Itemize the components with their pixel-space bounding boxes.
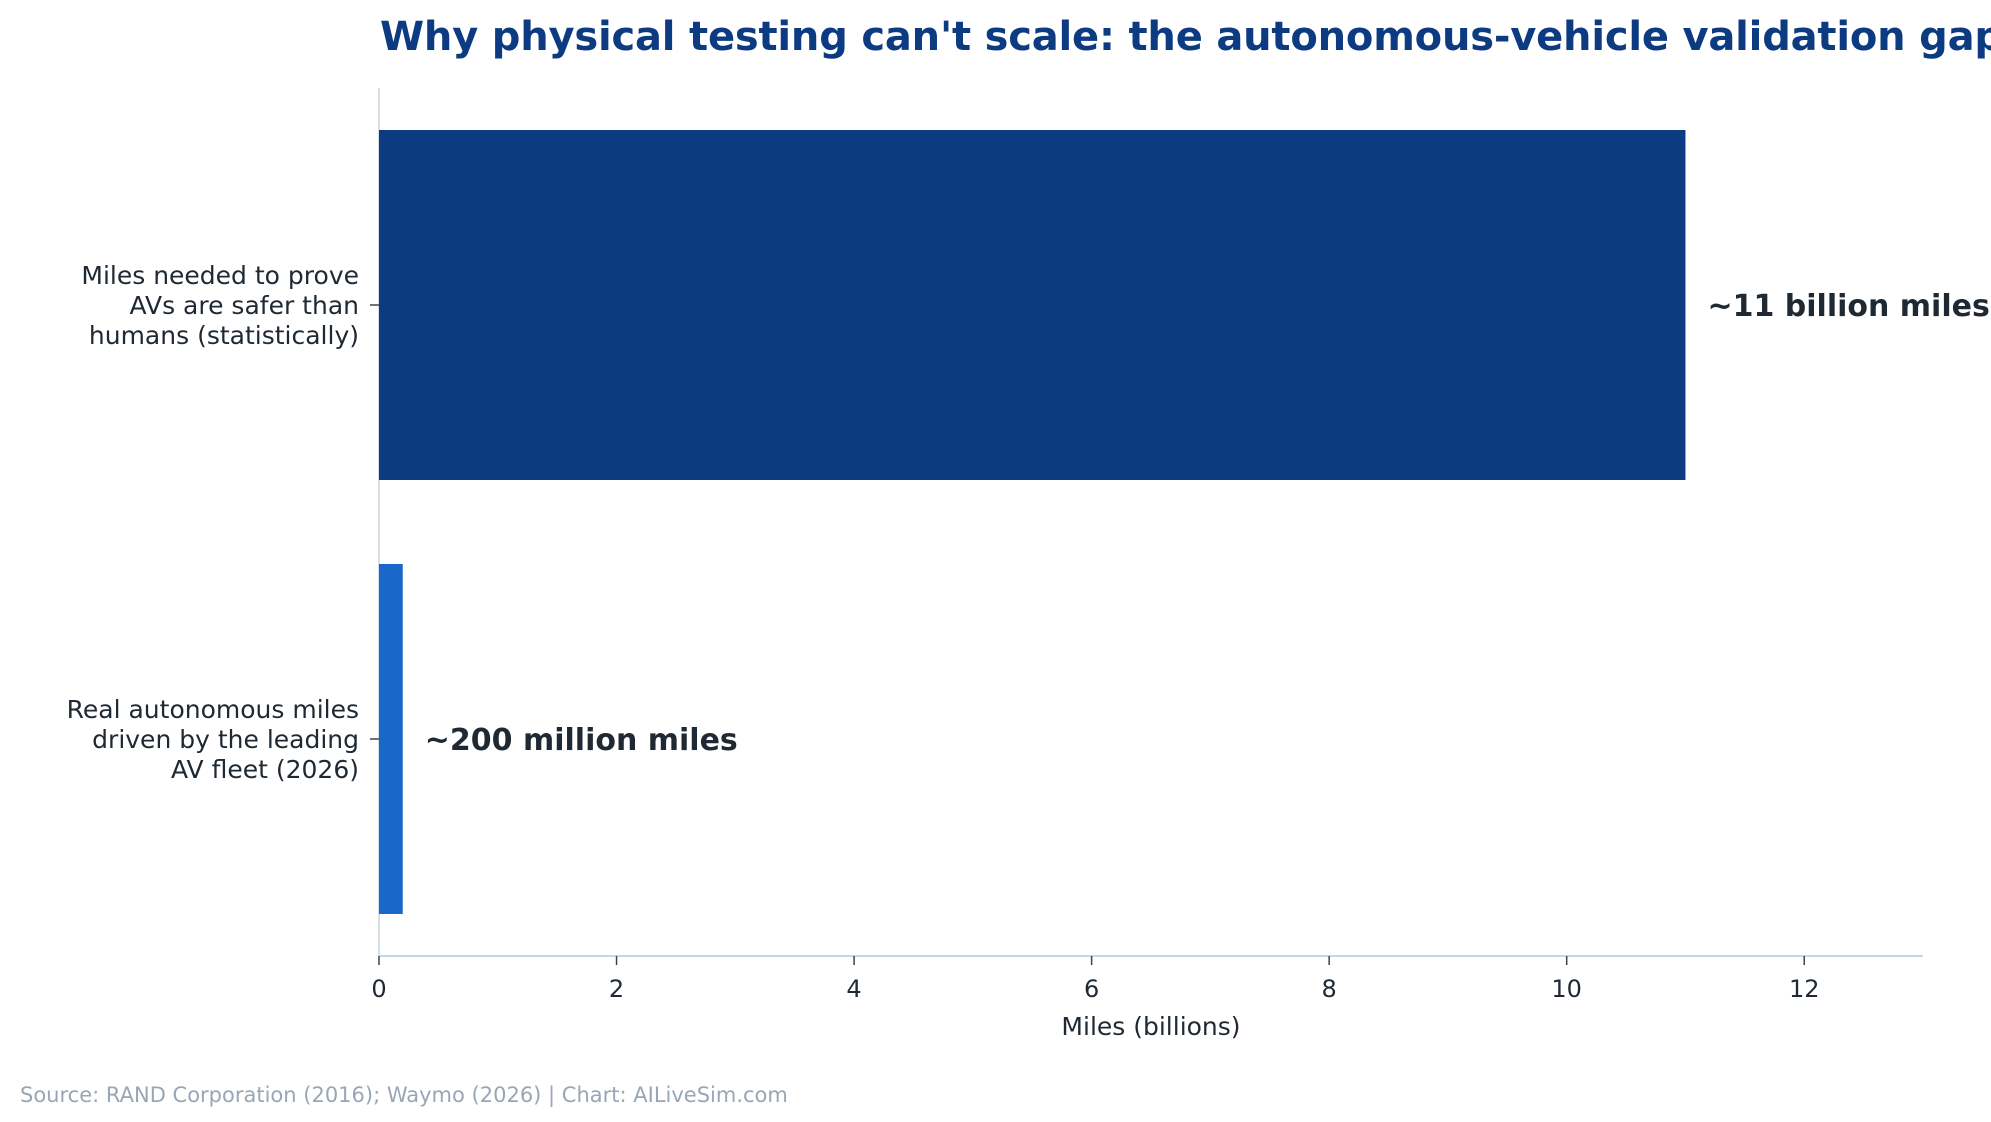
chart-title: Why physical testing can't scale: the au… xyxy=(380,14,1991,60)
data-label: ~200 million miles xyxy=(425,723,738,758)
category-label: Miles needed to prove AVs are safer than h… xyxy=(81,261,359,350)
x-tick-label: 0 xyxy=(371,975,386,1003)
x-axis-label: Miles (billions) xyxy=(1061,1012,1240,1041)
bar xyxy=(379,564,403,914)
bar xyxy=(379,130,1686,480)
x-tick-label: 2 xyxy=(609,975,624,1003)
x-tick-label: 10 xyxy=(1551,975,1582,1003)
x-tick-label: 12 xyxy=(1789,975,1820,1003)
x-tick-label: 4 xyxy=(846,975,861,1003)
category-label: Real autonomous miles driven by the leadi… xyxy=(67,695,359,784)
x-tick-label: 8 xyxy=(1322,975,1337,1003)
x-tick-label: 6 xyxy=(1084,975,1099,1003)
data-label: ~11 billion miles xyxy=(1707,289,1989,324)
source-note: Source: RAND Corporation (2016); Waymo (… xyxy=(20,1083,788,1107)
